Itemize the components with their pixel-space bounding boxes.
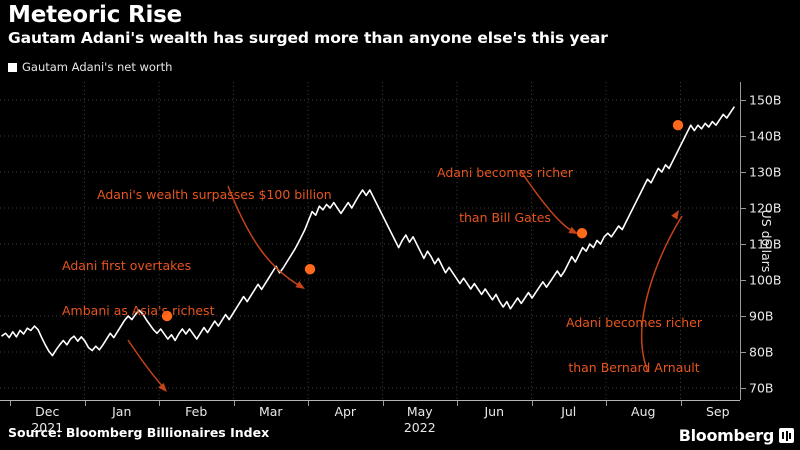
arrow-arnault bbox=[640, 215, 683, 373]
arrow-ambani-head bbox=[158, 382, 167, 392]
y-tick-label: 100B bbox=[749, 272, 782, 288]
x-tick-mark bbox=[308, 401, 309, 406]
marker-bill-gates bbox=[576, 228, 588, 239]
series-line-gautam-adani bbox=[1, 106, 735, 357]
y-axis-line bbox=[740, 82, 741, 400]
y-tick-label: 150B bbox=[749, 92, 782, 108]
x-tick-label: Feb bbox=[185, 404, 208, 419]
y-tick-mark bbox=[740, 388, 746, 389]
plot-area bbox=[0, 82, 740, 400]
y-tick-mark bbox=[740, 172, 746, 173]
legend: Gautam Adani's net worth bbox=[8, 60, 172, 74]
arrow-100b bbox=[227, 185, 301, 287]
x-tick-mark bbox=[382, 401, 384, 406]
annotation-hundred-billion-line1: Adani's wealth surpasses $100 billion bbox=[97, 187, 332, 202]
x-tick-mark bbox=[531, 401, 533, 406]
annotation-bernard-arnault-line2: than Bernard Arnault bbox=[568, 360, 700, 375]
x-tick-label: Mar bbox=[258, 404, 283, 419]
page-title: Meteoric Rise bbox=[8, 2, 183, 28]
annotation-hundred-billion: Adani's wealth surpasses $100 billion bbox=[97, 157, 332, 232]
y-tick-label: 130B bbox=[749, 164, 782, 180]
y-tick-mark bbox=[740, 280, 746, 281]
gridlines bbox=[0, 99, 740, 389]
x-tick-label: Aug bbox=[631, 404, 656, 419]
annotation-bill-gates-line1: Adani becomes richer bbox=[436, 165, 574, 180]
y-tick-label: 140B bbox=[749, 128, 782, 144]
arrow-ambani bbox=[127, 339, 164, 388]
x-tick-label: Jan bbox=[112, 404, 132, 419]
arrow-gates-head bbox=[568, 226, 578, 234]
x-tick-label: Apr bbox=[334, 404, 357, 419]
annotation-ambani: Adani first overtakes Ambani as Asia's r… bbox=[62, 228, 214, 348]
y-tick-mark bbox=[740, 244, 746, 245]
marker-bernard-arnault bbox=[672, 120, 684, 131]
y-tick-label: 80B bbox=[749, 344, 774, 360]
x-tick-mark bbox=[159, 401, 160, 406]
y-tick-label: 70B bbox=[749, 380, 774, 396]
annotation-arrows bbox=[127, 169, 683, 392]
y-tick-label: 120B bbox=[749, 200, 782, 216]
x-axis-year-label: 2021 bbox=[31, 420, 64, 435]
y-axis: 150B 140B 130B 120B 110B 100B 90B 80B 70B US dol… bbox=[740, 82, 800, 400]
page-subtitle: Gautam Adani's wealth has surged more th… bbox=[8, 29, 608, 47]
y-axis-title: US dollars bbox=[759, 209, 775, 273]
x-tick-mark bbox=[233, 401, 235, 406]
bloomberg-logo: Bloomberg bbox=[679, 426, 794, 445]
x-axis-year-label: 2022 bbox=[403, 420, 436, 435]
y-tick-mark bbox=[740, 136, 746, 137]
x-tick-mark bbox=[680, 401, 682, 406]
arrow-arnault-head bbox=[671, 210, 679, 220]
annotation-bill-gates-line2: than Bill Gates bbox=[459, 210, 551, 225]
bloomberg-terminal-icon bbox=[779, 428, 794, 443]
marker-100-billion bbox=[304, 264, 316, 275]
y-tick-mark bbox=[740, 208, 746, 209]
legend-swatch-icon bbox=[8, 62, 17, 72]
y-tick-label: 90B bbox=[749, 308, 774, 324]
annotation-bill-gates: Adani becomes richer than Bill Gates bbox=[437, 135, 573, 255]
source-note: Source: Bloomberg Billionaires Index bbox=[8, 425, 270, 440]
annotation-ambani-line1: Adani first overtakes bbox=[62, 258, 192, 273]
y-tick-mark bbox=[740, 352, 746, 353]
x-tick-label: Dec bbox=[35, 404, 60, 419]
y-tick-mark bbox=[740, 100, 746, 101]
arrow-100b-head bbox=[295, 281, 305, 289]
x-tick-label: Jul bbox=[561, 404, 577, 419]
annotation-ambani-line2: Ambani as Asia's richest bbox=[62, 303, 215, 318]
annotation-bernard-arnault: Adani becomes richer than Bernard Arnaul… bbox=[566, 285, 702, 405]
x-tick-label: Jun bbox=[484, 404, 505, 419]
x-tick-mark bbox=[457, 401, 458, 406]
line-chart-svg bbox=[0, 82, 740, 400]
x-tick-mark bbox=[84, 401, 86, 406]
x-tick-mark bbox=[606, 401, 607, 406]
annotation-bernard-arnault-line1: Adani becomes richer bbox=[565, 315, 703, 330]
bloomberg-wordmark: Bloomberg bbox=[678, 426, 775, 445]
legend-label: Gautam Adani's net worth bbox=[22, 60, 173, 74]
x-tick-label: May bbox=[406, 404, 433, 419]
x-tick-label: Sep bbox=[705, 404, 730, 419]
x-axis-line bbox=[0, 400, 740, 401]
marker-ambani bbox=[161, 310, 173, 322]
y-tick-mark bbox=[740, 316, 746, 317]
marker-dots bbox=[161, 120, 684, 322]
y-tick-label: 110B bbox=[749, 236, 782, 252]
x-tick-mark bbox=[10, 401, 11, 406]
